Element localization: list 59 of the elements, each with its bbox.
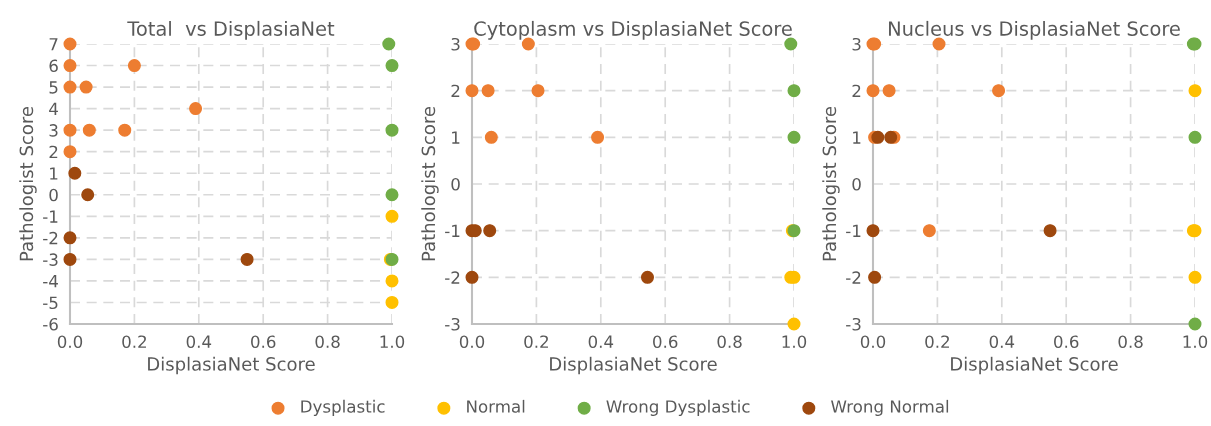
y-tick-label: 1 (50, 167, 58, 180)
x-tick-label: 0.8 (1118, 335, 1143, 349)
x-tick-label: 1.0 (1183, 335, 1208, 349)
y-axis-title: Pathologist Score (421, 106, 439, 261)
y-tick-label: -3 (846, 317, 861, 331)
y-tick-label: -4 (43, 275, 58, 288)
y-axis-title: Pathologist Score (822, 106, 840, 261)
y-tick-label: 2 (852, 84, 861, 97)
y-tick-label: 3 (852, 37, 861, 51)
x-tick-label: 0.4 (989, 335, 1015, 349)
y-axis-title: Pathologist Score (19, 106, 37, 261)
x-axis-title: DisplasiaNet Score (951, 356, 1118, 375)
x-tick-label: 0.2 (122, 335, 146, 349)
y-tick-label: 6 (49, 59, 58, 73)
legend-label: Normal (467, 399, 525, 413)
x-tick-label: 0.6 (1054, 335, 1079, 349)
y-tick-label: 1 (452, 131, 460, 144)
legend-label: Wrong Normal (831, 399, 949, 416)
y-tick-label: -5 (43, 296, 58, 310)
x-tick-label: 0.8 (717, 335, 742, 349)
x-tick-label: 0.2 (925, 335, 949, 349)
y-tick-label: 3 (49, 124, 58, 137)
x-tick-label: 0.8 (315, 335, 340, 349)
y-tick-label: -3 (43, 253, 58, 266)
x-tick-label: 0.0 (57, 335, 83, 349)
y-tick-label: 3 (451, 37, 460, 51)
chart-title: Cytoplasm vs DisplasiaNet Score (474, 20, 792, 40)
y-tick-label: -6 (43, 317, 58, 331)
x-tick-label: 0.0 (459, 335, 485, 349)
x-axis-title: DisplasiaNet Score (148, 356, 315, 375)
x-tick-label: 0.2 (524, 335, 548, 349)
x-tick-label: 0.0 (860, 335, 886, 349)
x-tick-label: 0.4 (186, 335, 212, 349)
y-tick-label: 2 (451, 84, 460, 97)
y-tick-label: 7 (49, 38, 58, 51)
legend-label: Wrong Dysplastic (606, 399, 750, 416)
y-tick-label: -1 (846, 224, 861, 237)
y-tick-label: 1 (853, 131, 861, 144)
x-tick-label: 0.6 (251, 335, 276, 349)
x-tick-label: 1.0 (380, 335, 405, 349)
chart-title: Nucleus vs DisplasiaNet Score (889, 20, 1180, 40)
y-tick-label: -2 (445, 271, 460, 284)
x-tick-label: 0.6 (653, 335, 678, 349)
y-tick-label: 2 (49, 145, 58, 159)
y-tick-label: 0 (451, 177, 460, 191)
chart-title: Total vs DisplasiaNet (127, 20, 335, 40)
x-tick-label: 0.4 (588, 335, 614, 349)
y-tick-label: 0 (49, 188, 58, 202)
y-tick-label: -1 (445, 224, 460, 237)
y-tick-label: 5 (49, 81, 58, 94)
y-tick-label: 4 (49, 102, 58, 115)
y-tick-label: -2 (43, 231, 58, 245)
y-tick-label: -3 (445, 317, 460, 331)
y-tick-label: 0 (852, 177, 861, 191)
x-axis-title: DisplasiaNet Score (550, 356, 717, 375)
y-tick-label: -2 (846, 271, 861, 284)
legend-label: Dysplastic (301, 399, 385, 416)
x-tick-label: 1.0 (782, 335, 807, 349)
y-tick-label: -1 (43, 210, 58, 223)
